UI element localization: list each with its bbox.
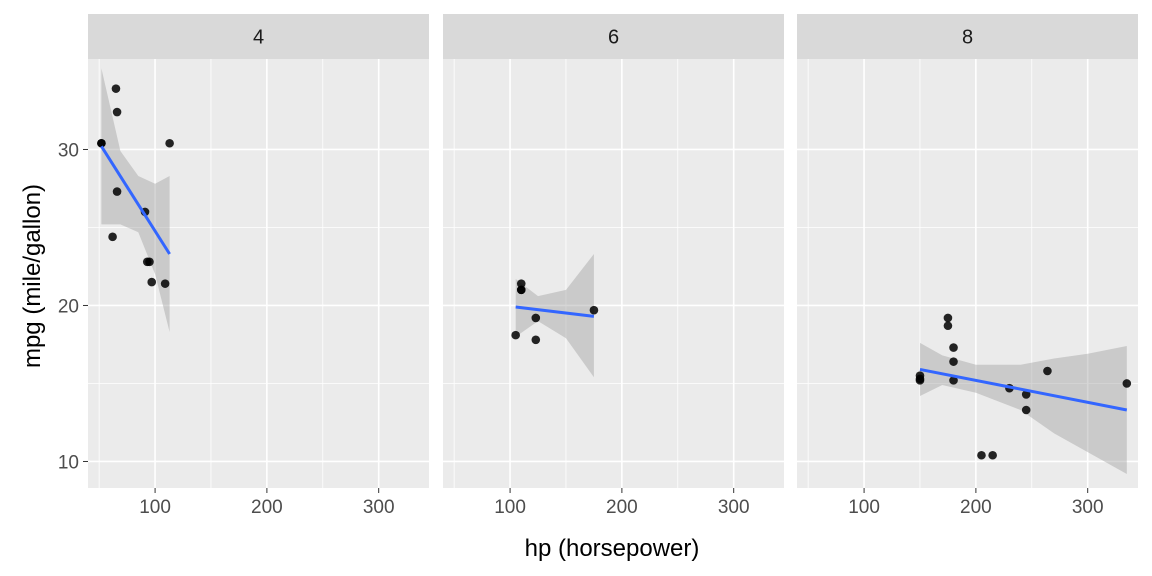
x-tick-label: 200 xyxy=(960,497,992,518)
data-point xyxy=(108,232,117,242)
data-point xyxy=(1021,405,1031,415)
fit-line xyxy=(919,367,1128,412)
data-point xyxy=(977,450,986,460)
data-point xyxy=(516,279,526,288)
x-tick-label: 100 xyxy=(494,497,526,518)
y-axis-title: mpg (mile/gallon) xyxy=(19,184,46,368)
panel-background xyxy=(88,59,429,488)
panel-background xyxy=(797,59,1138,488)
x-tick-label: 300 xyxy=(1072,497,1104,518)
facet-strip xyxy=(797,14,1138,59)
facet-panel-8: 8 100 200 300 xyxy=(797,14,1138,518)
data-point xyxy=(949,376,958,385)
data-point xyxy=(943,313,953,323)
x-tick-label: 200 xyxy=(606,497,638,518)
fit-line xyxy=(100,145,171,255)
fit-line xyxy=(515,305,595,318)
y-tick-label: 10 xyxy=(58,452,79,473)
data-point xyxy=(1043,366,1052,376)
y-tick-label: 20 xyxy=(58,296,79,317)
data-point xyxy=(949,357,958,366)
data-point xyxy=(915,374,925,384)
x-tick-label: 300 xyxy=(718,497,750,518)
facet-strip xyxy=(88,14,429,59)
data-point xyxy=(160,279,170,288)
data-point xyxy=(112,107,122,117)
facet-panel-6: 6 100 200 300 xyxy=(443,14,784,518)
facet-panels: 4 100 200 300 10 20 30 6 100 200 300 8 100 200 300 xyxy=(58,14,1138,518)
data-point xyxy=(949,343,958,352)
data-point xyxy=(147,277,157,287)
data-point xyxy=(511,330,520,340)
x-tick-label: 300 xyxy=(363,497,395,518)
facet-strip-label: 8 xyxy=(962,27,973,49)
y-tick-label: 30 xyxy=(58,140,79,161)
facet-strip-label: 4 xyxy=(253,27,264,49)
data-point xyxy=(531,313,541,323)
data-point xyxy=(111,84,121,93)
data-point xyxy=(531,335,541,345)
data-point xyxy=(145,257,154,267)
data-point xyxy=(516,285,526,295)
data-point xyxy=(97,138,106,148)
x-tick-label: 200 xyxy=(251,497,283,518)
data-point xyxy=(988,450,997,460)
data-point xyxy=(112,187,122,196)
facet-strip xyxy=(443,14,784,59)
facet-panel-4: 4 100 200 300 10 20 30 xyxy=(58,14,429,518)
x-tick-label: 100 xyxy=(139,497,171,518)
data-point xyxy=(1021,390,1031,399)
x-axis-title: hp (horsepower) xyxy=(525,535,700,562)
facet-strip-label: 6 xyxy=(608,27,619,49)
x-tick-label: 100 xyxy=(848,497,880,518)
confidence-band xyxy=(515,254,594,378)
data-point xyxy=(589,305,599,315)
data-point xyxy=(1122,379,1132,388)
data-point xyxy=(943,321,953,331)
data-point xyxy=(165,138,174,148)
panel-background xyxy=(443,59,784,488)
